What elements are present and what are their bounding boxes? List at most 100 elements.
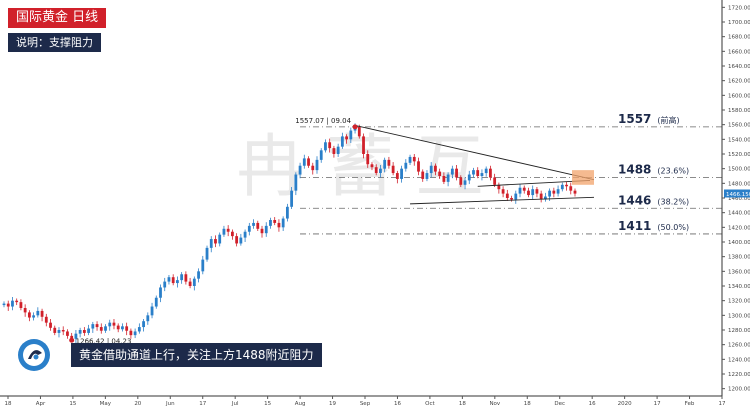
candle-body <box>137 327 141 332</box>
candle-body <box>497 184 501 190</box>
x-tick-label: May <box>100 401 112 407</box>
current-price-tag <box>724 189 750 198</box>
candle-body <box>349 130 353 140</box>
resistance-zone <box>572 170 594 185</box>
analysis-note: 黄金借助通道上行，关注上方1488附近阻力 <box>71 343 322 367</box>
candle-body <box>518 187 522 194</box>
candle-body <box>108 322 112 327</box>
candle-body <box>501 189 505 194</box>
candle-body <box>142 321 145 328</box>
candle-body <box>408 156 412 163</box>
candle-body <box>362 136 365 154</box>
y-tick-label: 1600.000 <box>728 93 750 99</box>
x-tick-label: Jul <box>231 401 239 407</box>
x-tick-label: Aug <box>295 401 306 407</box>
candle-body <box>484 168 488 174</box>
candle-body <box>387 159 391 166</box>
candle-body <box>15 300 19 303</box>
candle-body <box>446 174 450 182</box>
y-tick-label: 1440.000 <box>728 211 750 217</box>
y-tick-label: 1400.000 <box>728 240 750 246</box>
high-marker <box>352 124 358 130</box>
candle-body <box>197 271 200 279</box>
candle-body <box>383 159 387 169</box>
candle-body <box>332 148 336 154</box>
level-label: 1446 (38.2%) <box>618 193 689 207</box>
y-tick-label: 1380.000 <box>728 255 750 261</box>
candle-body <box>438 171 442 176</box>
y-tick-label: 1700.000 <box>728 20 750 26</box>
candle-body <box>226 228 230 232</box>
low-annotation: 1266.42 | 04.23 <box>76 337 132 345</box>
candle-body <box>264 225 268 234</box>
candle-body <box>19 302 23 308</box>
candle-body <box>36 310 40 316</box>
y-tick-label: 1220.000 <box>728 372 750 378</box>
candle-body <box>171 277 175 284</box>
candle-body <box>247 225 251 232</box>
candle-body <box>70 335 74 339</box>
candle-body <box>425 173 429 179</box>
y-tick-label: 1720.000 <box>728 5 750 11</box>
candle-body <box>404 162 408 169</box>
candle-body <box>412 156 416 162</box>
candle-body <box>2 303 6 306</box>
candle-body <box>370 164 374 168</box>
x-tick-label: Sep <box>360 401 371 407</box>
candle-body <box>395 173 399 179</box>
candle-body <box>379 168 382 174</box>
candle-body <box>95 324 99 328</box>
chart-subtitle: 说明：支撑阻力 <box>8 33 101 52</box>
x-tick-label: 15 <box>264 401 271 407</box>
candle-body <box>543 196 547 200</box>
candle-body <box>311 165 315 171</box>
y-tick-label: 1200.000 <box>728 387 750 393</box>
candle-body <box>565 184 568 187</box>
candle-body <box>285 206 289 219</box>
candle-body <box>463 180 467 185</box>
x-tick-label: 18 <box>524 401 531 407</box>
candle-body <box>150 306 154 316</box>
candle-body <box>560 184 564 190</box>
x-tick-label: 16 <box>394 401 401 407</box>
x-tick-label: 15 <box>69 401 76 407</box>
candle-body <box>434 165 437 172</box>
candle-body <box>573 190 577 194</box>
candle-body <box>74 333 78 339</box>
candle-body <box>442 176 446 182</box>
candle-body <box>391 165 395 174</box>
candle-body <box>340 136 344 147</box>
candle-body <box>307 158 310 166</box>
candles <box>2 123 577 344</box>
candle-body <box>531 189 535 196</box>
y-tick-label: 1340.000 <box>728 284 750 290</box>
candle-body <box>374 167 378 174</box>
candle-body <box>269 220 272 226</box>
candle-body <box>82 330 86 333</box>
candle-body <box>535 189 539 194</box>
candle-body <box>493 177 497 185</box>
candle-body <box>400 168 403 179</box>
candle-body <box>133 331 137 336</box>
support-resistance-levels: 1557 (前高) 1488 (23.6%) 1446 (38.2%) 1411 (50.0%… <box>300 112 722 235</box>
candle-body <box>180 274 184 281</box>
x-tick-label: Apr <box>36 401 46 407</box>
candle-body <box>459 177 463 185</box>
candle-body <box>121 326 124 330</box>
candle-body <box>57 330 61 333</box>
candle-body <box>205 247 209 260</box>
x-tick-label: Oct <box>425 401 435 407</box>
candle-body <box>11 300 14 307</box>
descending-trendline <box>354 124 595 181</box>
low-marker <box>69 337 75 343</box>
high-annotation: 1557.07 | 09.04 <box>295 117 351 125</box>
y-tick-label: 1520.000 <box>728 152 750 158</box>
channel-upper-line <box>477 179 591 187</box>
candle-body <box>192 278 196 286</box>
level-label: 1557 (前高) <box>618 112 680 126</box>
ascending-trendline <box>410 196 595 205</box>
candle-body <box>472 170 475 175</box>
y-tick-label: 1300.000 <box>728 313 750 319</box>
candle-body <box>548 190 552 197</box>
candle-body <box>112 322 116 326</box>
